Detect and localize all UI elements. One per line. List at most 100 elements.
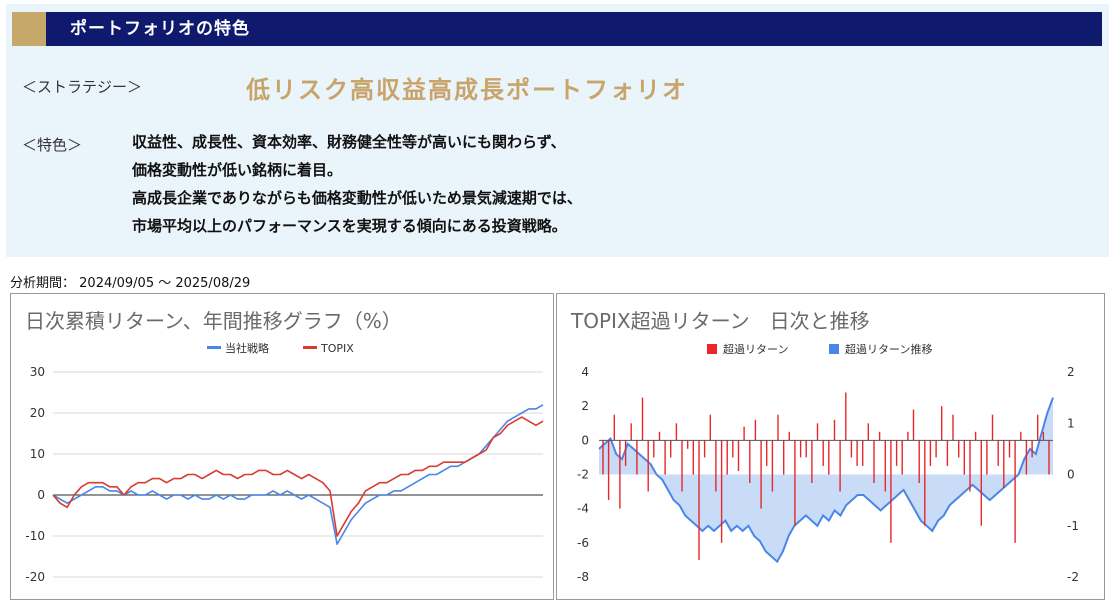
y-left-tick-label: 0 — [581, 433, 589, 447]
y-left-tick-label: -4 — [577, 502, 589, 516]
excess-bar — [1008, 440, 1011, 458]
excess-bar — [901, 440, 903, 475]
excess-bar — [1014, 440, 1016, 543]
excess-bar — [749, 440, 751, 483]
portfolio-feature-panel — [6, 4, 1109, 257]
excess-bar — [997, 440, 999, 466]
excess-bar — [958, 440, 960, 458]
excess-bars — [602, 392, 1050, 560]
excess-bar — [895, 440, 898, 466]
y-right-tick-label: -2 — [1067, 570, 1079, 584]
excess-trend-line — [598, 397, 1054, 564]
excess-bar — [687, 440, 689, 449]
excess-bar — [1037, 414, 1039, 441]
excess-bar — [777, 414, 779, 441]
excess-bar — [884, 440, 886, 492]
excess-bar — [946, 440, 949, 466]
excess-bar — [794, 440, 796, 526]
excess-bar — [788, 431, 790, 441]
excess-bar — [828, 440, 830, 475]
excess-bar — [878, 431, 881, 441]
excess-bar — [918, 440, 920, 483]
y-left-tick-label: -6 — [577, 536, 589, 550]
y-left-tick-label: -8 — [577, 570, 589, 584]
excess-bar — [822, 440, 824, 466]
legend-swatch-strategy — [207, 346, 221, 349]
excess-bar — [607, 440, 610, 501]
analysis-period: 分析期間： 2024/09/05 ～ 2025/08/29 — [10, 272, 250, 291]
strategy-label: ＜ストラテジー＞ — [22, 78, 143, 96]
y-tick-label: 30 — [30, 365, 45, 379]
excess-bar — [907, 431, 909, 441]
excess-bar — [799, 440, 802, 458]
y-tick-label: 0 — [37, 488, 45, 502]
excess-bar — [613, 414, 615, 441]
strategy-name: 低リスク高収益高成長ポートフォリオ — [246, 76, 688, 104]
y-right-tick-label: 2 — [1067, 365, 1075, 379]
excess-bar — [641, 397, 644, 441]
excess-bar — [1025, 440, 1028, 475]
excess-bar — [658, 431, 661, 441]
excess-bar — [986, 440, 988, 475]
legend-label-topix: TOPIX — [320, 342, 354, 355]
excess-bar — [924, 440, 926, 526]
excess-bar — [709, 414, 711, 441]
y-tick-label: 20 — [30, 406, 45, 420]
y-tick-label: 10 — [30, 447, 45, 461]
excess-bar — [811, 440, 813, 483]
excess-return-chart-svg: TOPIX超過リターン 日次と推移 超過リターン 超過リターン推移 4 2 0 -2 -… — [570, 309, 1079, 584]
excess-bar — [737, 440, 740, 471]
chart-legend: 当社戦略 TOPIX — [207, 341, 354, 355]
excess-bar — [630, 423, 632, 441]
grid — [53, 371, 543, 578]
excess-bar — [602, 440, 604, 475]
excess-bar — [991, 414, 994, 441]
chart-title: 日次累積リターン、年間推移グラフ（%） — [25, 309, 402, 333]
chart-title: TOPIX超過リターン 日次と推移 — [570, 309, 870, 333]
feature-line: 収益性、成長性、資本効率、財務健全性等が高いにも関わらず、 — [132, 133, 566, 151]
excess-bar — [726, 440, 728, 475]
excess-bar — [1031, 440, 1033, 458]
excess-bar — [867, 423, 869, 441]
excess-bar — [619, 440, 621, 509]
legend-label-strategy: 当社戦略 — [225, 341, 269, 355]
excess-bar — [974, 431, 977, 441]
excess-bar — [754, 419, 757, 441]
chart-legend: 超過リターン 超過リターン推移 — [707, 342, 932, 356]
excess-bar — [969, 440, 971, 492]
excess-bar — [912, 409, 915, 441]
y-tick-label: -10 — [25, 529, 45, 543]
excess-bar — [653, 440, 655, 458]
header-accent-block — [12, 12, 46, 46]
excess-bar — [743, 426, 745, 441]
y-right-tick-label: 0 — [1067, 468, 1075, 482]
excess-bar — [839, 440, 841, 492]
excess-bar — [760, 440, 762, 509]
excess-bar — [845, 392, 847, 441]
strategy-line — [52, 404, 544, 545]
series-lines — [52, 404, 544, 545]
excess-bar — [935, 440, 937, 458]
legend-swatch-excess-trend — [829, 344, 839, 354]
axes: 4 2 0 -2 -4 -6 -8 2 1 0 -1 -2 — [577, 365, 1079, 584]
feature-label: ＜特色＞ — [22, 136, 83, 154]
excess-bar — [692, 440, 694, 475]
section-title: ポートフォリオの特色 — [70, 19, 250, 39]
excess-bar — [873, 440, 875, 483]
excess-bar — [850, 440, 853, 458]
excess-trend-area — [598, 397, 1054, 564]
excess-bar — [941, 406, 943, 441]
excess-bar — [732, 440, 734, 458]
section-header-bar: ポートフォリオの特色 — [12, 12, 1102, 46]
excess-bar — [664, 440, 666, 475]
excess-bar — [963, 440, 965, 475]
excess-return-chart: TOPIX超過リターン 日次と推移 超過リターン 超過リターン推移 4 2 0 -2 -… — [556, 293, 1105, 600]
excess-bar — [624, 440, 627, 466]
excess-bar — [929, 440, 932, 466]
excess-bar — [805, 440, 807, 458]
y-tick-label: -20 — [25, 570, 45, 584]
excess-bar — [675, 423, 678, 441]
feature-line: 価格変動性が低い銘柄に着目。 — [132, 161, 343, 179]
excess-bar — [636, 440, 638, 475]
topix-line — [52, 416, 544, 537]
